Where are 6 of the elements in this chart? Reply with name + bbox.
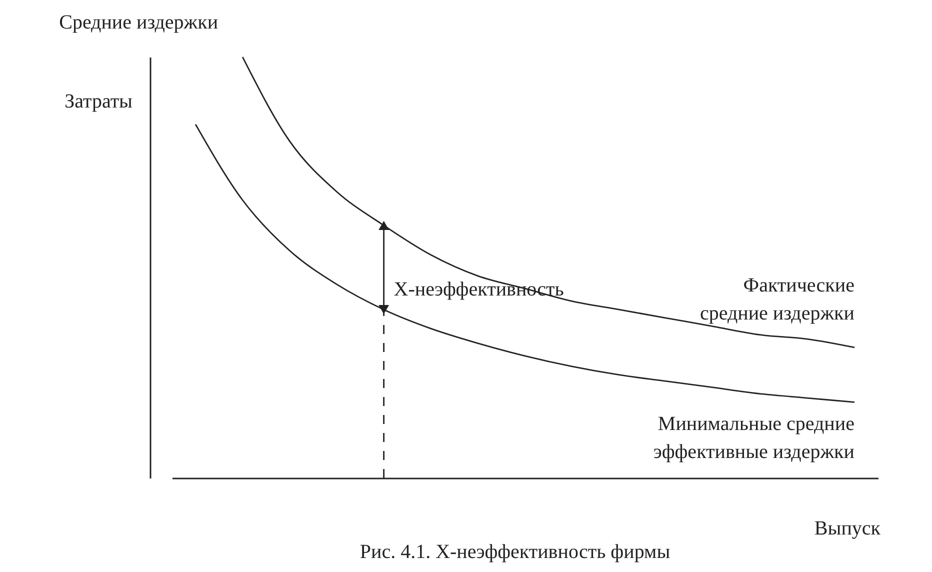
chart-title: Средние издержки xyxy=(59,11,218,34)
series-label: Минимальные средние эффективные издержки xyxy=(653,413,855,464)
x-axis-title: Выпуск xyxy=(814,518,881,540)
text: Рис. 4.1. X-неэффективность фирмы xyxy=(360,541,670,563)
series-label: Фактические средние издержки xyxy=(700,274,855,324)
y-axis-title: Затраты xyxy=(64,90,132,112)
